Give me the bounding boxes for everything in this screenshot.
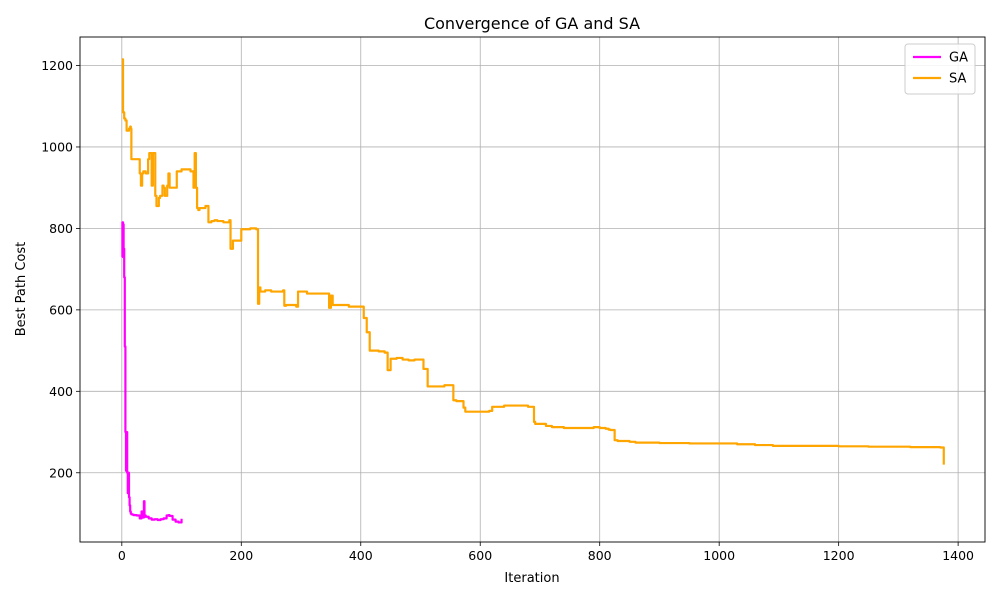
y-tick-label: 400 [49, 384, 73, 399]
x-tick-label: 400 [349, 548, 373, 563]
x-axis-label: Iteration [504, 571, 559, 586]
series-line-sa [121, 58, 945, 465]
legend-label-sa: SA [949, 72, 966, 87]
chart-title: Convergence of GA and SA [424, 14, 640, 33]
y-tick-label: 600 [49, 302, 73, 317]
x-tick-label: 800 [588, 548, 612, 563]
legend-label-ga: GA [949, 51, 968, 66]
x-tick-label: 1000 [703, 548, 735, 563]
x-tick-label: 0 [118, 548, 126, 563]
y-tick-label: 800 [49, 221, 73, 236]
series-line-ga [121, 221, 183, 524]
x-tick-label: 200 [229, 548, 253, 563]
axes-frame [79, 36, 986, 543]
x-tick-label: 600 [468, 548, 492, 563]
y-axis-label: Best Path Cost [14, 242, 29, 337]
legend: GA SA [904, 43, 976, 95]
y-tick-label: 1200 [41, 58, 73, 73]
x-tick-label: 1200 [823, 548, 855, 563]
plot-area: 0 200 400 600 800 1000 1200 1400 200 400 600 800 100… [41, 36, 986, 563]
y-tick-label: 1000 [41, 139, 73, 154]
y-tick-label: 200 [49, 465, 73, 480]
x-tick-label: 1400 [942, 548, 974, 563]
